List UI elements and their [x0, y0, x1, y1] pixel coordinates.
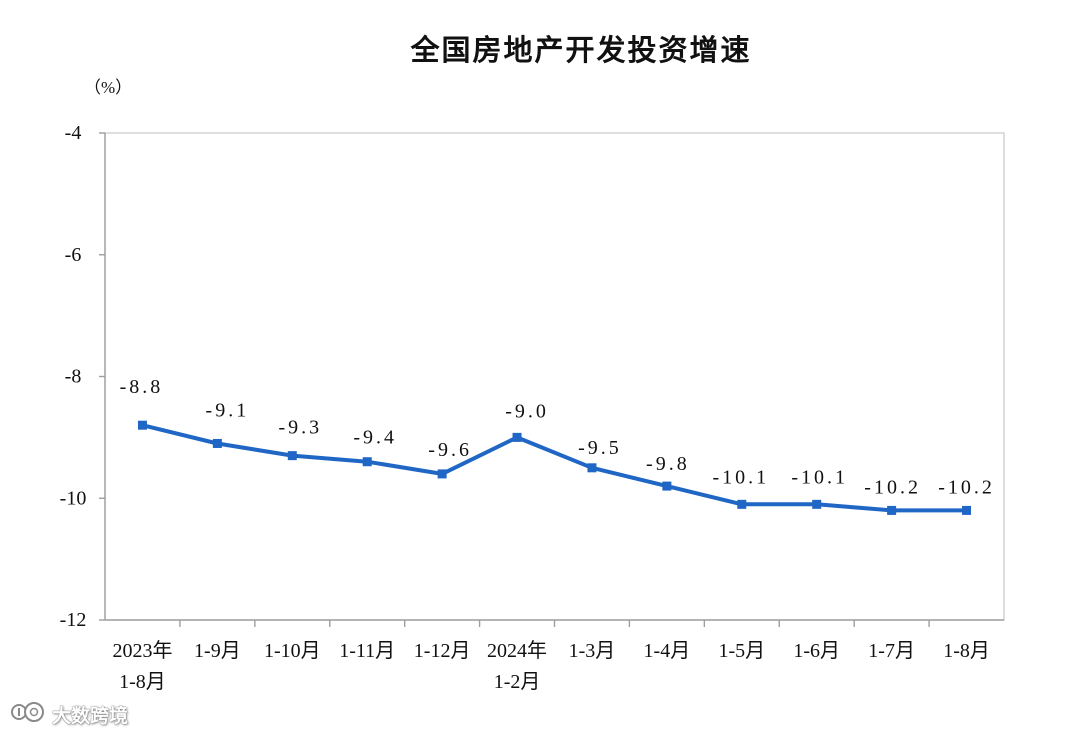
x-tick-label: 1-7月	[868, 640, 915, 662]
data-label: -9.8	[646, 453, 690, 475]
y-tick-label: -6	[65, 244, 82, 266]
brand-logo-icon	[10, 699, 48, 730]
data-point-marker	[287, 451, 297, 461]
data-point-marker	[212, 438, 222, 448]
data-point-marker	[662, 481, 672, 491]
watermark: 大数跨境	[10, 700, 128, 728]
chart-title: 全国房地产开发投资增速	[410, 33, 752, 67]
x-tick-label: 1-9月	[194, 640, 241, 662]
x-tick-label: 1-3月	[568, 640, 616, 662]
x-tick-label: 2024年 1-2月	[487, 640, 548, 693]
y-axis-unit-label: （%）	[84, 78, 133, 97]
data-label: -9.5	[578, 437, 622, 459]
y-tick-label: -8	[65, 366, 82, 388]
x-tick-label: 1-12月	[413, 640, 471, 662]
data-label: -9.6	[428, 439, 472, 461]
data-label: -9.4	[353, 427, 397, 449]
data-point-marker	[737, 499, 747, 509]
data-label: -9.0	[505, 400, 549, 422]
data-point-marker	[887, 505, 897, 515]
y-tick-label: -10	[60, 487, 87, 509]
plot-frame	[104, 132, 1005, 621]
y-tick-label: -4	[65, 122, 82, 144]
x-tick-label: 1-10月	[263, 640, 321, 662]
x-tick-label: 1-4月	[643, 640, 691, 662]
watermark-text: 大数跨境	[52, 704, 129, 727]
x-tick-label: 1-6月	[793, 640, 841, 662]
data-label: -9.3	[278, 417, 322, 439]
data-point-marker	[137, 420, 147, 430]
data-point-marker	[512, 432, 522, 442]
data-label: -8.8	[120, 376, 164, 398]
y-tick-label: -12	[60, 609, 87, 631]
x-tick-label: 2023年 1-8月	[112, 640, 173, 693]
data-point-marker	[962, 505, 972, 515]
x-tick-label: 1-8月	[943, 640, 990, 662]
x-tick-label: 1-5月	[718, 640, 766, 662]
data-point-marker	[437, 469, 447, 479]
data-point-marker	[362, 457, 372, 467]
data-point-marker	[587, 463, 597, 473]
data-label: -10.2	[938, 476, 995, 498]
x-tick-label: 1-11月	[339, 640, 396, 662]
data-label: -10.1	[712, 466, 769, 488]
data-label: -10.1	[791, 466, 848, 488]
data-label: -9.1	[206, 399, 250, 421]
series-line	[140, 423, 969, 513]
data-label: -10.2	[864, 476, 921, 498]
data-point-marker	[812, 499, 822, 509]
